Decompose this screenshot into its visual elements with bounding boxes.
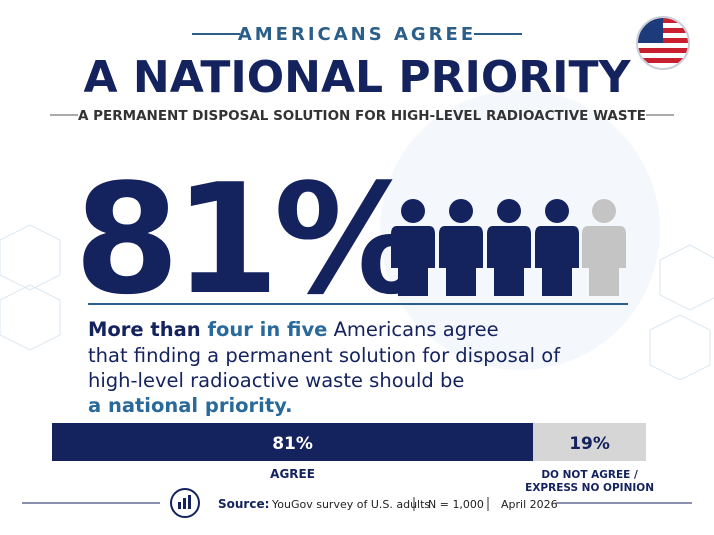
statement: More than four in five Americans agree th…: [88, 318, 561, 417]
source-text: YouGov survey of U.S. adults: [271, 498, 430, 511]
category-label: AGREE: [270, 467, 315, 481]
statement-line: a national priority.: [88, 394, 293, 417]
statement-part: four in five: [207, 318, 327, 341]
title: A NATIONAL PRIORITY: [84, 52, 632, 103]
value-label: 81%: [272, 434, 313, 454]
chart-icon: [170, 488, 200, 518]
category-label: EXPRESS NO OPINION: [525, 482, 654, 494]
statement-part: high-level radioactive waste should be: [88, 369, 464, 392]
source-date: April 2026: [501, 498, 558, 511]
statement-line: More than four in five Americans agree: [88, 318, 499, 341]
source-sample: N = 1,000: [428, 498, 484, 511]
statement-part: a national priority.: [88, 394, 293, 417]
statement-line: that finding a permanent solution for di…: [88, 344, 561, 367]
source-label: Source:: [218, 497, 269, 511]
kicker: AMERICANS AGREE: [238, 24, 476, 45]
statement-part: More than: [88, 318, 207, 341]
flag-icon: [638, 18, 688, 68]
stacked-bar: 81% AGREE 19% DO NOT AGREE /EXPRESS NO OPIN…: [52, 423, 654, 494]
category-label: DO NOT AGREE /: [541, 469, 638, 481]
bar-segment: [533, 423, 646, 461]
statement-line: high-level radioactive waste should be: [88, 369, 464, 392]
statement-part: that finding a permanent solution for di…: [88, 344, 561, 367]
value-label: 19%: [569, 434, 610, 454]
bar-segment: [52, 423, 534, 461]
flag-border: [636, 16, 690, 70]
people-icons: [391, 199, 626, 296]
statement-part: Americans agree: [327, 318, 498, 341]
subtitle: A PERMANENT DISPOSAL SOLUTION FOR HIGH-L…: [78, 108, 646, 124]
big-stat: 81%: [74, 151, 422, 328]
